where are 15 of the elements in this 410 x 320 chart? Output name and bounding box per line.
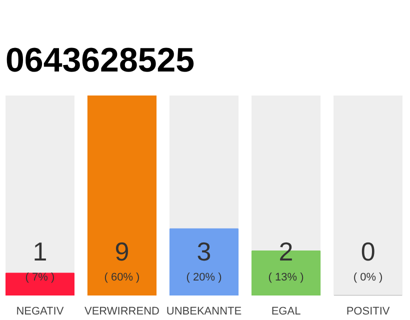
annotation: ( 7% )	[25, 272, 55, 284]
data-label: 3	[196, 236, 212, 266]
x-tick-label: NEGATIV	[16, 306, 64, 318]
chart-title: 0643628525	[6, 42, 195, 80]
x-tick-label: VERWIRREND	[84, 306, 160, 318]
x-tick-label: EGAL	[271, 306, 301, 318]
annotation: ( 13% )	[268, 272, 304, 284]
annotation: ( 0% )	[353, 272, 383, 284]
annotation: ( 60% )	[104, 272, 140, 284]
data-label: 9	[114, 236, 130, 266]
annotation: ( 20% )	[186, 272, 222, 284]
data-label: 1	[32, 236, 48, 266]
data-label: 0	[360, 236, 376, 266]
x-tick-label: UNBEKANNTE	[166, 306, 242, 318]
x-tick-label: POSITIV	[346, 306, 390, 318]
